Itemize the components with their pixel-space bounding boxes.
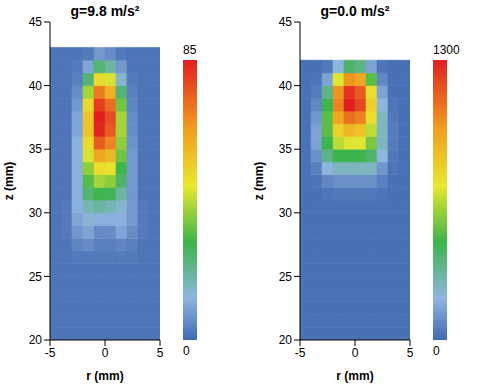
svg-text:45: 45 <box>29 15 43 29</box>
svg-text:r (mm): r (mm) <box>86 369 123 383</box>
svg-text:40: 40 <box>29 79 43 93</box>
svg-text:-5: -5 <box>295 346 306 360</box>
svg-text:z (mm): z (mm) <box>2 162 16 201</box>
html-text:g=0.0 m/s²: g=0.0 m/s² <box>320 3 390 19</box>
svg-text:r (mm): r (mm) <box>336 369 373 383</box>
svg-text:5: 5 <box>157 346 164 360</box>
svg-text:5: 5 <box>407 346 414 360</box>
svg-text:25: 25 <box>29 270 43 284</box>
svg-text:1300: 1300 <box>433 43 460 57</box>
svg-text:20: 20 <box>279 333 293 347</box>
svg-text:40: 40 <box>279 79 293 93</box>
svg-text:35: 35 <box>279 142 293 156</box>
svg-text:85: 85 <box>183 43 197 57</box>
svg-text:25: 25 <box>279 270 293 284</box>
svg-text:35: 35 <box>29 142 43 156</box>
svg-text:20: 20 <box>29 333 43 347</box>
svg-text:45: 45 <box>279 15 293 29</box>
svg-text:z (mm): z (mm) <box>252 162 266 201</box>
html-text:g=9.8 m/s²: g=9.8 m/s² <box>70 3 140 19</box>
svg-text:-5: -5 <box>45 346 56 360</box>
svg-text:30: 30 <box>29 206 43 220</box>
svg-text:0: 0 <box>433 344 440 358</box>
svg-text:0: 0 <box>352 346 359 360</box>
svg-text:30: 30 <box>279 206 293 220</box>
svg-text:0: 0 <box>102 346 109 360</box>
svg-text:0: 0 <box>183 344 190 358</box>
